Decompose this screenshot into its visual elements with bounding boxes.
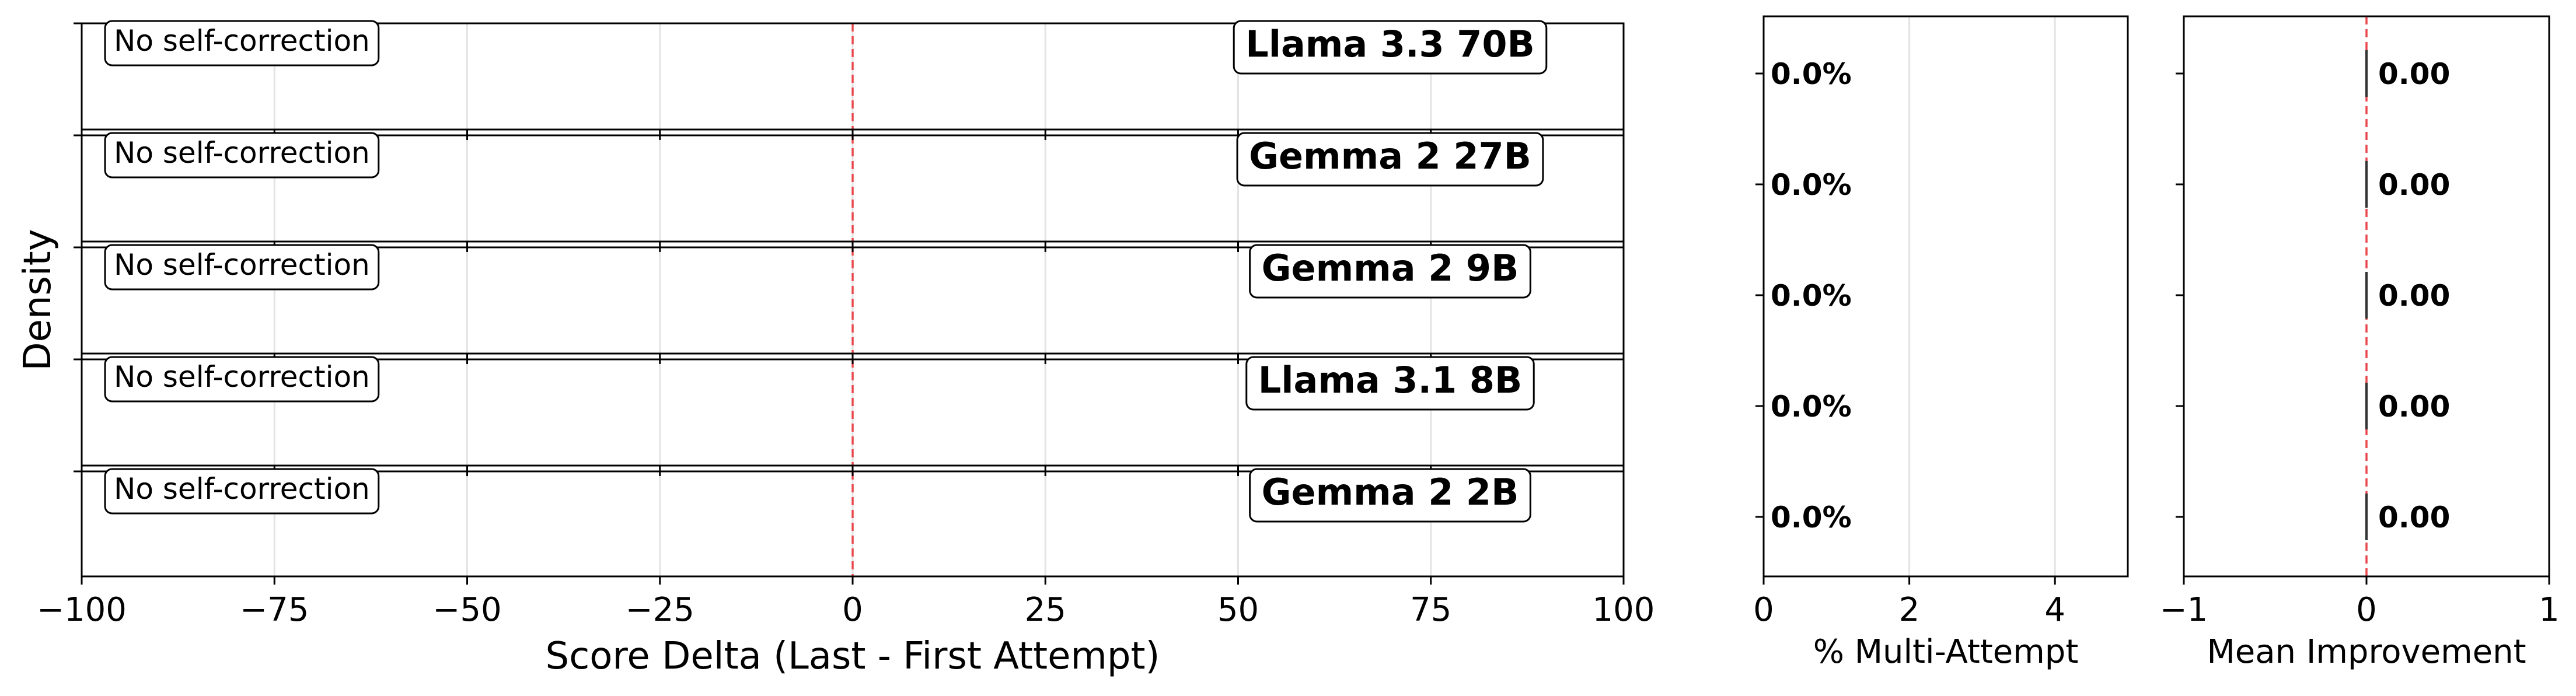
model-label-box: Gemma 2 2B xyxy=(1249,468,1531,523)
density-x-axis-title: Score Delta (Last - First Attempt) xyxy=(545,635,1160,678)
multi-attempt-value-label: 0.0% xyxy=(1771,168,1852,202)
no-self-correction-annotation: No self-correction xyxy=(104,244,380,291)
density-x-tick-label: 25 xyxy=(1025,591,1066,629)
model-label-box: Gemma 2 9B xyxy=(1249,244,1531,299)
model-label-box: Gemma 2 27B xyxy=(1236,132,1544,187)
multi-attempt-x-tick-label: 4 xyxy=(2044,591,2065,629)
multi-attempt-x-tick-label: 0 xyxy=(1753,591,1774,629)
model-label-frame xyxy=(1245,356,1535,411)
multi-attempt-x-axis-title: % Multi-Attempt xyxy=(1813,633,2079,671)
annotation-box xyxy=(104,356,380,403)
model-label: Gemma 2 9B xyxy=(1262,247,1519,289)
mean-improvement-value-label: 0.00 xyxy=(2378,279,2450,313)
density-x-tick-label: 0 xyxy=(842,591,863,629)
model-label-box: Llama 3.1 8B xyxy=(1245,356,1535,411)
mean-improvement-bar xyxy=(2365,383,2368,429)
annotation-box xyxy=(104,468,380,515)
mean-improvement-value-label: 0.00 xyxy=(2378,501,2450,534)
no-self-correction-label: No self-correction xyxy=(114,472,370,506)
model-label-frame xyxy=(1236,132,1544,187)
model-label: Gemma 2 2B xyxy=(1262,471,1519,513)
no-self-correction-label: No self-correction xyxy=(114,248,370,282)
model-label-frame xyxy=(1249,468,1531,523)
model-label: Llama 3.3 70B xyxy=(1245,23,1535,65)
mean-improvement-x-tick-label: 1 xyxy=(2539,591,2560,629)
multi-attempt-value-label: 0.0% xyxy=(1771,501,1852,534)
density-x-tick-label: −25 xyxy=(626,591,694,629)
mean-improvement-x-tick-label: −1 xyxy=(2160,591,2208,629)
model-label: Gemma 2 27B xyxy=(1249,135,1531,177)
density-x-tick-label: 50 xyxy=(1217,591,1259,629)
no-self-correction-label: No self-correction xyxy=(114,360,370,394)
model-label: Llama 3.1 8B xyxy=(1258,359,1522,401)
density-x-tick-label: −100 xyxy=(37,591,127,629)
annotation-box xyxy=(104,244,380,291)
no-self-correction-label: No self-correction xyxy=(114,136,370,170)
mean-improvement-value-label: 0.00 xyxy=(2378,168,2450,202)
multi-attempt-x-tick-label: 2 xyxy=(1899,591,1920,629)
density-x-tick-label: −75 xyxy=(240,591,309,629)
mean-improvement-bar xyxy=(2365,161,2368,208)
mean-improvement-value-label: 0.00 xyxy=(2378,390,2450,424)
density-x-tick-label: 100 xyxy=(1593,591,1655,629)
density-x-tick-label: 75 xyxy=(1410,591,1451,629)
no-self-correction-label: No self-correction xyxy=(114,24,370,58)
no-self-correction-annotation: No self-correction xyxy=(104,20,380,67)
density-y-axis-title: Density xyxy=(16,229,60,370)
no-self-correction-annotation: No self-correction xyxy=(104,356,380,403)
mean-improvement-bar xyxy=(2365,494,2368,540)
annotation-box xyxy=(104,132,380,179)
density-x-tick-label: −50 xyxy=(432,591,501,629)
model-label-frame xyxy=(1249,244,1531,299)
no-self-correction-annotation: No self-correction xyxy=(104,468,380,515)
multi-attempt-frame xyxy=(1762,15,2129,578)
mean-improvement-x-tick-label: 0 xyxy=(2356,591,2377,629)
multi-attempt-value-label: 0.0% xyxy=(1771,279,1852,313)
model-label-frame xyxy=(1233,20,1548,75)
multi-attempt-value-label: 0.0% xyxy=(1771,57,1852,91)
mean-improvement-x-axis-title: Mean Improvement xyxy=(2207,633,2526,671)
mean-improvement-bar xyxy=(2365,272,2368,319)
annotation-box xyxy=(104,20,380,67)
mean-improvement-bar xyxy=(2365,50,2368,97)
mean-improvement-value-label: 0.00 xyxy=(2378,57,2450,91)
multi-attempt-value-label: 0.0% xyxy=(1771,390,1852,424)
model-label-box: Llama 3.3 70B xyxy=(1233,20,1548,75)
no-self-correction-annotation: No self-correction xyxy=(104,132,380,179)
